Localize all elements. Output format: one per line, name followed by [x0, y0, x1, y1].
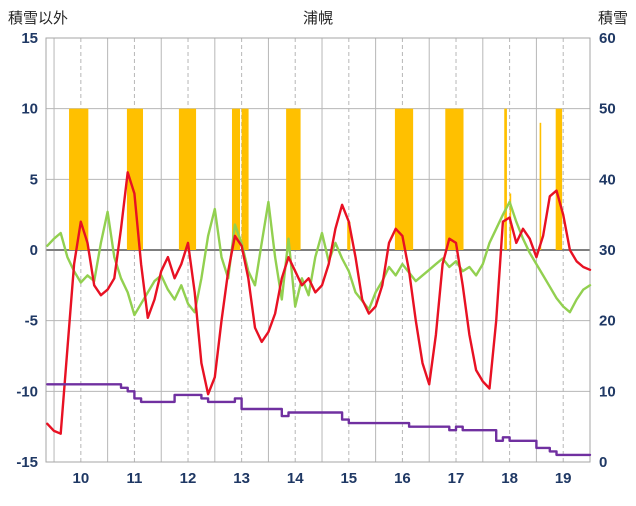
purple-step-line [46, 383, 592, 457]
sunshine-bar [178, 108, 197, 251]
sunshine-bar [504, 108, 507, 251]
sunshine-bar [231, 108, 241, 251]
sunshine-bar [347, 221, 351, 250]
sunshine-bar [394, 108, 414, 251]
x-axis-tick-label: 15 [340, 470, 357, 487]
left-axis-tick-label: -5 [25, 313, 38, 330]
sunshine-bar [445, 108, 464, 251]
x-axis-tick-label: 16 [394, 470, 411, 487]
green-line [46, 200, 592, 317]
right-axis-title: 積雪 [598, 10, 628, 27]
left-axis-tick-label: -10 [16, 383, 38, 400]
chart-title: 浦幌 [303, 10, 333, 27]
right-axis-tick-label: 10 [599, 383, 616, 400]
sunshine-bar [69, 108, 89, 251]
sunshine-bar [126, 108, 144, 251]
sunshine-bar [286, 108, 301, 251]
right-axis-tick-label: 40 [599, 171, 616, 188]
sunshine-bar [555, 108, 563, 251]
right-axis-tick-label: 20 [599, 313, 616, 330]
x-axis-tick-label: 12 [180, 470, 197, 487]
right-axis-tick-label: 0 [599, 454, 607, 471]
left-axis-tick-label: -15 [16, 454, 38, 471]
plot-border [45, 37, 591, 463]
x-axis-tick-label: 10 [72, 470, 89, 487]
left-axis-tick-label: 10 [21, 101, 38, 118]
x-axis-tick-label: 14 [287, 470, 304, 487]
left-axis-title: 積雪以外 [8, 10, 68, 27]
red-line [46, 171, 592, 435]
left-axis-tick-label: 15 [21, 30, 38, 47]
left-axis-tick-label: 5 [30, 171, 38, 188]
x-axis-tick-label: 13 [233, 470, 250, 487]
left-axis-tick-label: 0 [30, 242, 38, 259]
x-axis-tick-label: 18 [501, 470, 518, 487]
right-axis-tick-label: 50 [599, 101, 616, 118]
right-axis-tick-label: 60 [599, 30, 616, 47]
x-axis-tick-label: 17 [448, 470, 465, 487]
x-axis-tick-label: 11 [127, 470, 143, 487]
right-axis-tick-label: 30 [599, 242, 616, 259]
x-axis-tick-label: 19 [555, 470, 572, 487]
sunshine-bar [241, 108, 249, 251]
sunshine-bar [539, 122, 542, 250]
